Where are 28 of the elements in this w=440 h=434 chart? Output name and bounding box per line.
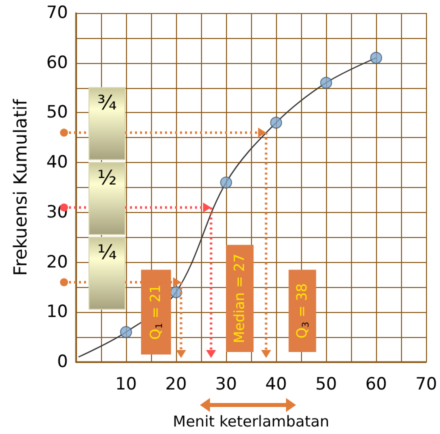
annotation: ¾ [97, 90, 117, 115]
y-axis-title: Frekuensi Kumulatif [10, 98, 32, 276]
point [370, 52, 382, 64]
x-tick-label: 40 [265, 374, 287, 394]
x-tick-label: 60 [365, 374, 387, 394]
annotation: ½ [97, 165, 117, 190]
y-tick-label: 10 [46, 302, 68, 322]
annotation: Q1 = 21 [148, 284, 166, 340]
x-tick-label: 20 [165, 374, 187, 394]
point [270, 116, 282, 129]
x-axis-title: Menit keterlambatan [172, 412, 330, 430]
annotation: Median = 27 [232, 254, 248, 344]
y-tick-label: 40 [46, 152, 68, 173]
point [120, 326, 132, 338]
point [220, 176, 232, 189]
y-tick-label: 20 [46, 252, 68, 272]
y-tick-label: 60 [46, 52, 68, 73]
y-tick-label: 70 [46, 3, 68, 23]
y-tick-label: 0 [57, 352, 68, 372]
y-tick-label: 50 [46, 102, 68, 123]
annotation: ¼ [97, 240, 117, 264]
point [320, 76, 332, 89]
x-tick-label: 50 [315, 374, 337, 394]
point [170, 286, 182, 298]
x-tick-label: 10 [115, 374, 137, 394]
annotation: Q3 = 38 [294, 283, 312, 338]
x-tick-label: 70 [415, 374, 438, 394]
x-tick-label: 30 [215, 374, 237, 394]
